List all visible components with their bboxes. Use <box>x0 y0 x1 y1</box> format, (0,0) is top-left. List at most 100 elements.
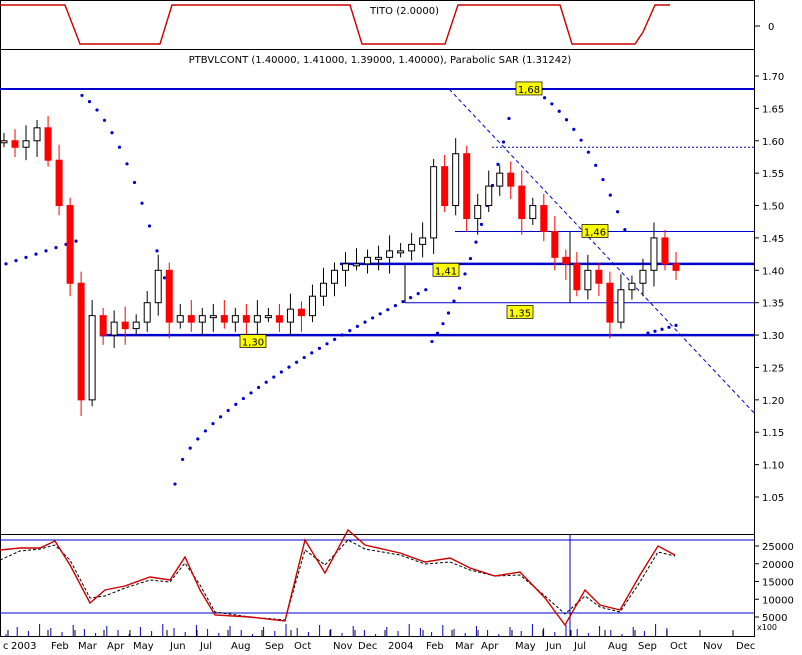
x-tick-label: Sep <box>265 641 284 651</box>
x-tick-label: Aug <box>231 641 251 651</box>
x-tick-label: Mar <box>455 641 475 651</box>
level-label-box <box>432 262 460 277</box>
sar-dot <box>125 162 129 166</box>
sar-dot <box>257 385 261 390</box>
level-label-text: 1,68 <box>518 85 540 96</box>
sar-dot <box>173 482 177 486</box>
sar-dot <box>102 118 107 122</box>
candle-body-down <box>540 205 548 232</box>
sar-dot <box>616 210 620 214</box>
candle-body-down <box>165 269 173 323</box>
sar-dot <box>203 429 207 433</box>
sar-dot <box>371 316 375 320</box>
level-label-box <box>239 334 267 348</box>
candle-body-down <box>562 256 570 265</box>
x-tick-label: c <box>3 641 9 651</box>
sar-dot <box>424 288 428 292</box>
x-tick-label: Jun <box>169 641 186 651</box>
sar-dot <box>646 331 650 335</box>
candle-body-up <box>154 269 162 304</box>
main-y-tick-label: 1.15 <box>762 428 784 439</box>
bottom-unit-label: x100 <box>757 623 777 632</box>
level-label-box <box>581 224 609 238</box>
sar-dot <box>132 180 137 185</box>
candle-body-up <box>430 166 438 239</box>
sar-dot <box>4 262 8 266</box>
x-tick-label: Aug <box>608 641 628 651</box>
candle-body-down <box>220 315 228 323</box>
sar-dot <box>667 325 671 329</box>
x-tick-label: Nov <box>333 641 353 651</box>
sar-dot <box>507 116 511 121</box>
level-label-box <box>515 81 543 96</box>
level-label-box <box>506 305 534 319</box>
candle-body-down <box>551 230 559 258</box>
candle-body-down <box>606 282 614 323</box>
sar-dot <box>147 224 152 228</box>
candle-body-up <box>176 315 184 323</box>
candle-body-up <box>474 205 482 219</box>
sar-dot <box>234 402 238 406</box>
sar-dot <box>393 304 397 308</box>
sar-dot <box>601 178 605 182</box>
sar-dot <box>226 408 230 413</box>
x-tick-label: Mar <box>78 641 98 651</box>
sar-dot <box>155 249 159 253</box>
x-tick-label: Nov <box>703 641 723 651</box>
sar-dot <box>287 365 291 369</box>
candle-body-down <box>55 159 63 207</box>
x-tick-label: Dec <box>358 641 377 651</box>
candle-body-up <box>353 263 361 267</box>
sar-dot <box>660 327 664 331</box>
main-y-tick-label: 1.45 <box>762 234 784 245</box>
candle-body-down <box>242 315 250 323</box>
indicator-label: TITO (2.0000) <box>369 6 439 17</box>
sar-dot <box>117 145 122 149</box>
sar-dot <box>34 252 38 256</box>
indicator-line <box>0 528 676 627</box>
bottom-y-axis: 25000 20000 15000 10000 5000 <box>754 542 794 624</box>
candle-body-up <box>386 250 394 258</box>
sar-dot <box>543 96 547 100</box>
level-label-text: 1,35 <box>509 308 531 319</box>
sar-dot <box>386 308 390 312</box>
main-y-tick-label: 1.20 <box>762 396 784 407</box>
sar-dot <box>348 329 352 333</box>
sar-dot <box>409 295 413 300</box>
sar-dot <box>181 457 185 462</box>
main-y-tick-label: 1.10 <box>762 461 784 472</box>
x-tick-label: May <box>133 641 154 651</box>
sar-dot <box>219 415 223 419</box>
x-tick-label: Oct <box>670 641 687 651</box>
trend-lines <box>448 88 755 414</box>
candle-body-down <box>275 315 283 323</box>
sar-dot <box>74 239 78 243</box>
bottom-y-tick-label: 15000 <box>762 578 794 589</box>
x-tick-label: 2004 <box>388 641 413 651</box>
candle-body-up <box>319 282 327 297</box>
sar-dot <box>430 339 434 344</box>
candle-body-up <box>485 185 493 207</box>
candle-body-down <box>463 153 471 219</box>
candle-body-down <box>297 308 305 317</box>
sar-dot <box>623 227 627 232</box>
bottom-indicator <box>0 528 754 637</box>
level-label-text: 1,46 <box>584 227 606 238</box>
candle-body-down <box>11 140 19 148</box>
x-tick-label: Feb <box>51 641 69 651</box>
level-label-text: 1,30 <box>242 338 264 349</box>
candle-body-up <box>628 282 636 291</box>
sar-dot <box>564 118 569 122</box>
sar-dot <box>355 324 359 328</box>
sar-dot <box>80 93 84 98</box>
sar-dot <box>249 391 253 395</box>
candle-body-down <box>672 263 680 271</box>
sar-dot <box>446 311 451 315</box>
main-y-tick-label: 1.40 <box>762 266 784 277</box>
sar-dot <box>302 355 306 360</box>
candle-body-up <box>650 237 658 271</box>
candle-body-up <box>143 302 151 323</box>
candle-body-up <box>33 127 41 142</box>
sar-dot <box>333 337 337 341</box>
